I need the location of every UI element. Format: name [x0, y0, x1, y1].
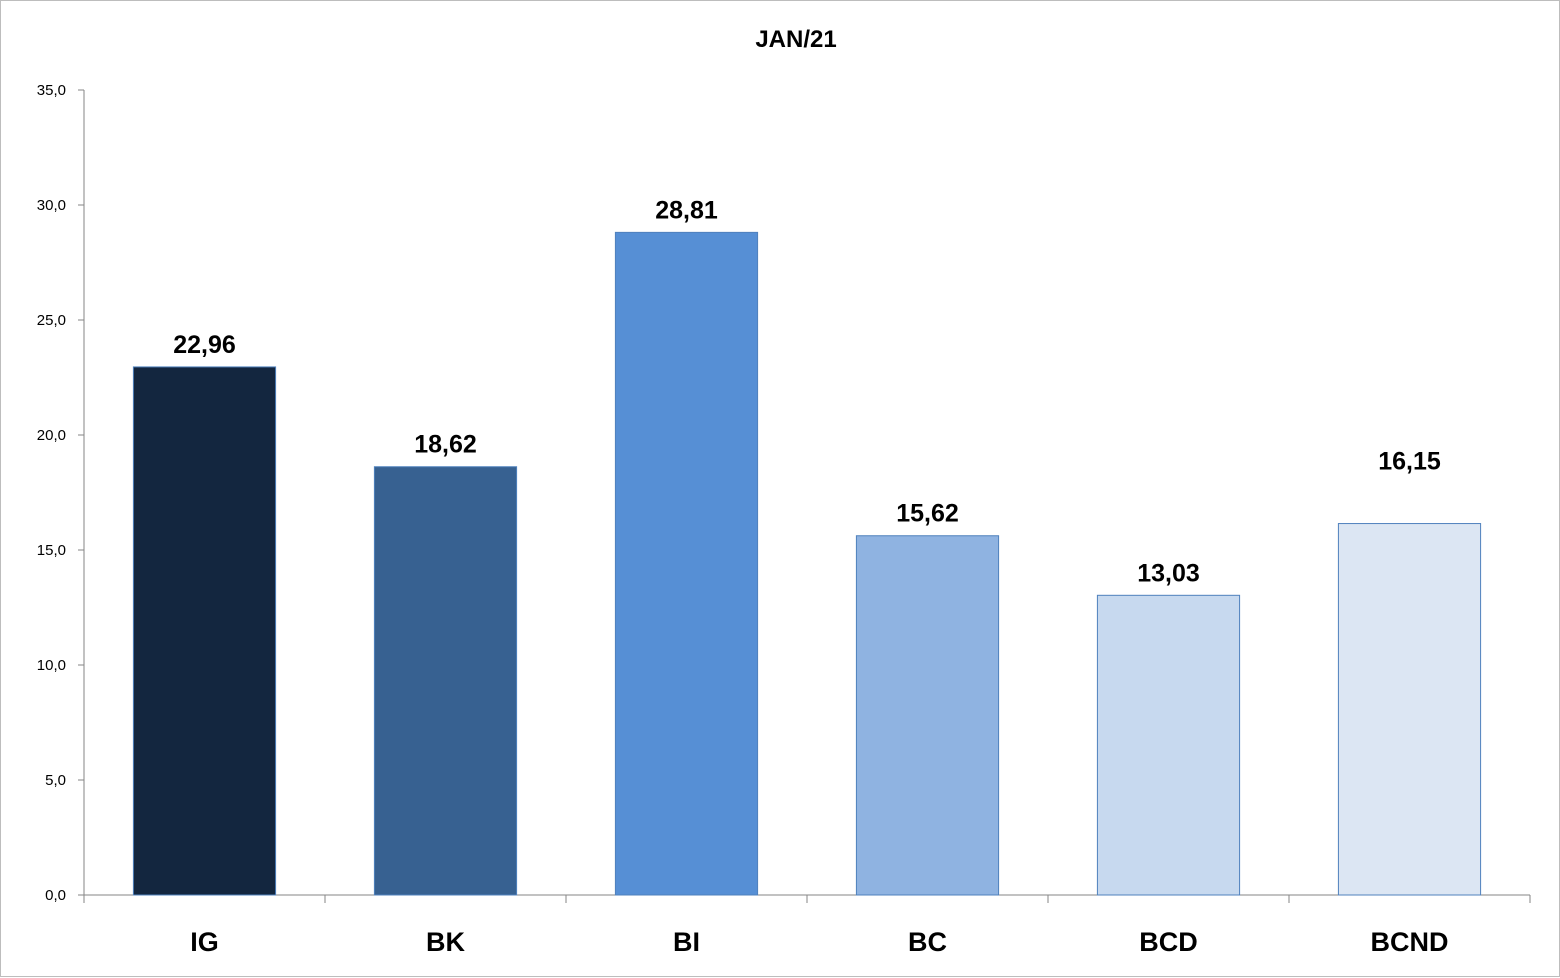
y-tick-label: 30,0: [37, 197, 66, 214]
y-tick-label: 25,0: [37, 312, 66, 329]
data-label: 16,15: [1378, 448, 1441, 476]
bar-bc: [855, 535, 1000, 896]
y-tick-label: 10,0: [37, 657, 66, 674]
x-tick-label: BK: [426, 927, 465, 957]
x-tick-label: BCND: [1371, 927, 1449, 957]
bar-bi: [614, 231, 759, 896]
bar-bk: [373, 466, 518, 896]
x-tick-label: IG: [190, 927, 219, 957]
x-tick-label: BCD: [1139, 927, 1198, 957]
data-labels: 22,96 18,62 28,81 15,62 13,03 16,15: [173, 196, 1441, 587]
x-axis: IG BK BI BC BCD BCND: [83, 894, 1531, 957]
bar-bcd: [1096, 594, 1241, 896]
y-tick-label: 0,0: [45, 887, 66, 904]
y-tick-label: 20,0: [37, 427, 66, 444]
y-axis: 0,0 5,0 10,0 15,0 20,0 25,0 30,0 35,0: [37, 82, 85, 904]
y-tick-label: 35,0: [37, 82, 66, 99]
chart-title: JAN/21: [755, 26, 836, 53]
data-label: 28,81: [655, 196, 718, 224]
data-label: 22,96: [173, 331, 236, 359]
data-label: 15,62: [896, 500, 959, 528]
bar-ig: [132, 366, 277, 896]
data-label: 13,03: [1137, 559, 1200, 587]
bar-bcnd: [1337, 523, 1482, 896]
bars: [132, 231, 1482, 896]
data-label: 18,62: [414, 431, 477, 459]
x-tick-label: BC: [908, 927, 947, 957]
y-tick-label: 15,0: [37, 542, 66, 559]
x-tick-label: BI: [673, 927, 700, 957]
y-tick-label: 5,0: [45, 772, 66, 789]
